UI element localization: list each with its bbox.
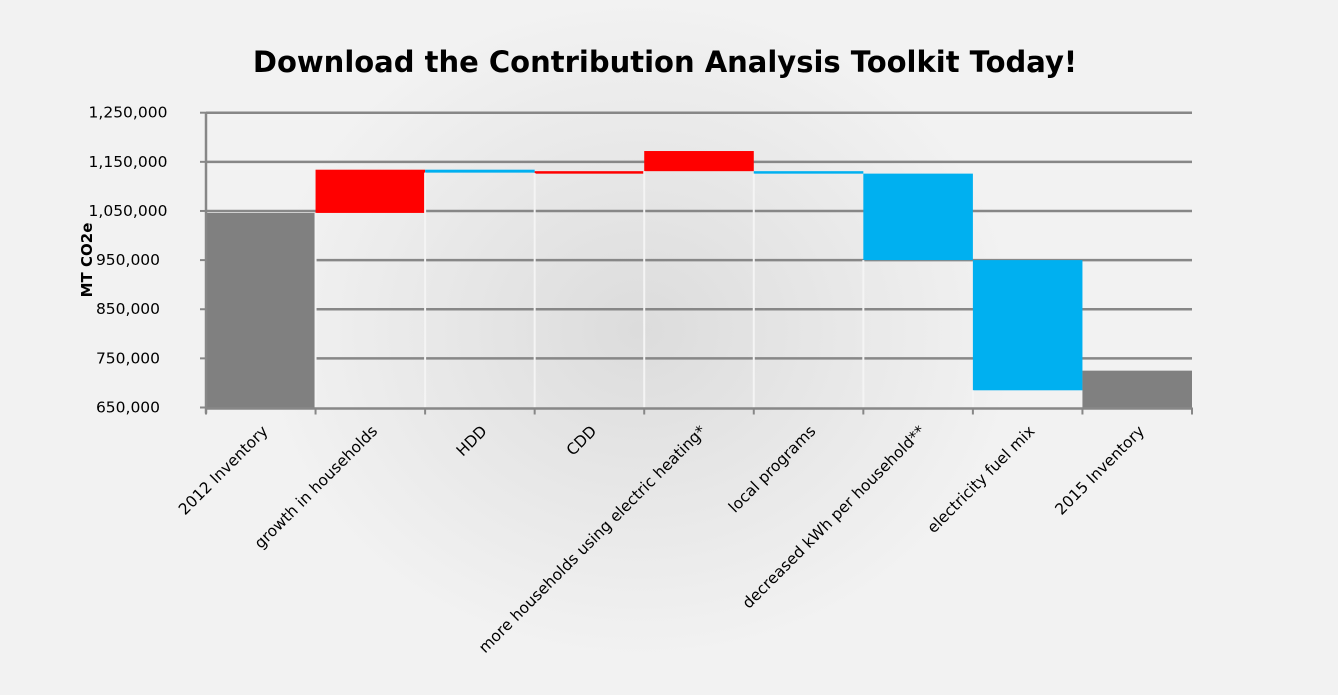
bar-2012-inventory [206,212,316,408]
axes [200,111,1193,415]
bar-growth-in-households [315,169,426,213]
x-tick-label: 2015 Inventory [1052,422,1148,518]
x-tick-label: growth in households [251,422,381,552]
y-tick-labels: 650,000 750,000 850,000 950,000 1,050,000 1,1… [89,104,168,417]
y-tick-label: 1,050,000 [89,202,168,220]
x-tick-label: more households using electric heating* [475,422,710,657]
bar-electricity-fuel-mix [972,260,1083,391]
x-tick-label: local programs [725,422,819,516]
x-tick-label: electricity fuel mix [924,422,1039,537]
bar-local-programs [753,171,864,174]
x-tick-label: HDD [453,422,491,460]
x-tick-label: 2012 Inventory [175,422,271,518]
y-tick-label: 650,000 [96,399,160,417]
y-tick-label: 1,150,000 [89,153,168,171]
bar-more-households-using-electric-heating- [644,151,754,172]
bar-2015-inventory [1082,370,1192,408]
x-tick-label: CDD [563,422,600,459]
chart-title: Download the Contribution Analysis Toolk… [253,45,1077,79]
bars [206,151,1192,408]
x-tick-label: decreased kWh per household** [739,422,929,612]
bar-hdd [425,169,535,173]
y-tick-label: 850,000 [96,300,160,318]
y-axis-label: MT CO2e [78,223,96,298]
bar-decreased-kwh-per-household- [863,173,973,261]
y-tick-label: 1,250,000 [89,104,168,122]
y-tick-label: 750,000 [96,349,160,367]
category-separators [314,171,974,408]
y-tick-label: 950,000 [96,251,160,269]
bar-cdd [534,171,645,174]
